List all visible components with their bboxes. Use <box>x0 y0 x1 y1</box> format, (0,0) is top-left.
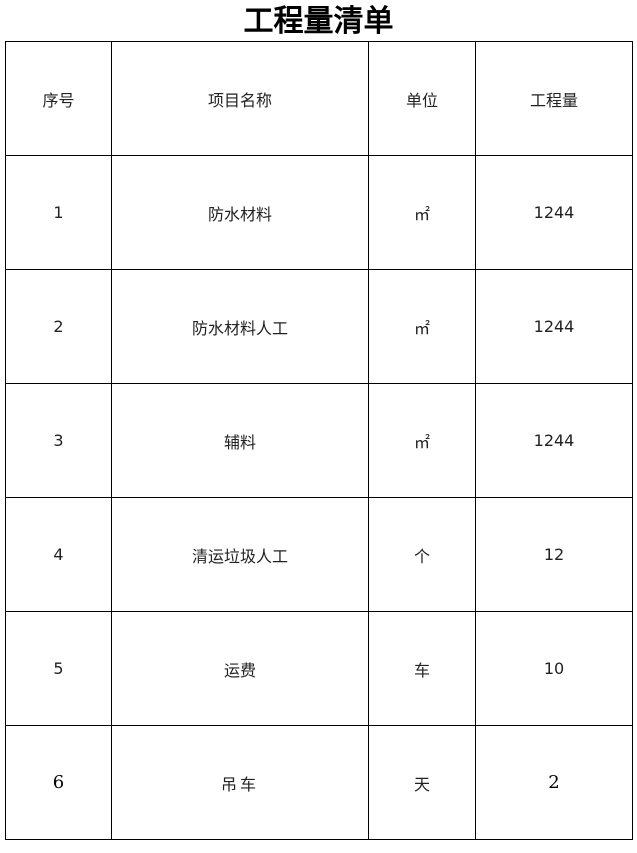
cell-item-name: 清运垃圾人工 <box>111 497 369 612</box>
header-index: 序号 <box>5 41 112 156</box>
cell-quantity: 1244 <box>475 269 633 384</box>
cell-unit: ㎡ <box>368 155 476 270</box>
header-unit: 单位 <box>368 41 476 156</box>
header-item-name: 项目名称 <box>111 41 369 156</box>
table-row: 1 防水材料 ㎡ 1244 <box>5 155 633 270</box>
cell-quantity: 2 <box>475 725 633 840</box>
cell-unit: ㎡ <box>368 269 476 384</box>
table-header-row: 序号 项目名称 单位 工程量 <box>5 41 633 156</box>
table-row: 2 防水材料人工 ㎡ 1244 <box>5 269 633 384</box>
table-row: 3 辅料 ㎡ 1244 <box>5 383 633 498</box>
cell-index: 2 <box>5 269 112 384</box>
table-row: 5 运费 车 10 <box>5 611 633 726</box>
cell-item-name: 辅料 <box>111 383 369 498</box>
quantity-table: 序号 项目名称 单位 工程量 1 防水材料 ㎡ 1244 2 防水材料人工 ㎡ … <box>5 41 633 840</box>
cell-index: 5 <box>5 611 112 726</box>
cell-index: 4 <box>5 497 112 612</box>
cell-index: 6 <box>5 725 112 840</box>
table-row: 4 清运垃圾人工 个 12 <box>5 497 633 612</box>
cell-item-name: 吊车 <box>111 725 369 840</box>
cell-item-name: 防水材料人工 <box>111 269 369 384</box>
cell-index: 1 <box>5 155 112 270</box>
cell-unit: 车 <box>368 611 476 726</box>
document-title: 工程量清单 <box>243 4 394 39</box>
cell-quantity: 1244 <box>475 383 633 498</box>
cell-item-name: 运费 <box>111 611 369 726</box>
cell-quantity: 1244 <box>475 155 633 270</box>
cell-quantity: 10 <box>475 611 633 726</box>
table-row: 6 吊车 天 2 <box>5 725 633 840</box>
cell-item-name: 防水材料 <box>111 155 369 270</box>
cell-unit: 个 <box>368 497 476 612</box>
cell-index: 3 <box>5 383 112 498</box>
header-quantity: 工程量 <box>475 41 633 156</box>
cell-unit: 天 <box>368 725 476 840</box>
cell-unit: ㎡ <box>368 383 476 498</box>
cell-quantity: 12 <box>475 497 633 612</box>
